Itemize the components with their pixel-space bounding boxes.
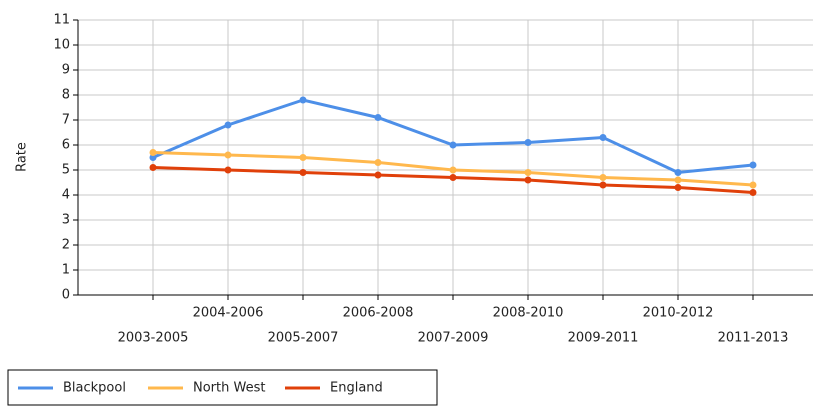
y-tick-label: 5 <box>62 163 70 178</box>
x-tick-label: 2008-2010 <box>493 306 564 321</box>
point <box>449 141 457 149</box>
point <box>299 154 307 161</box>
point <box>299 96 307 104</box>
legend-label: England <box>330 381 383 396</box>
point <box>599 174 607 181</box>
legend-label: Blackpool <box>63 381 126 396</box>
y-tick-label: 2 <box>62 238 70 253</box>
point <box>149 154 157 161</box>
y-tick-label: 1 <box>62 263 70 278</box>
x-tick-label: 2010-2012 <box>643 306 714 321</box>
point <box>374 114 382 121</box>
legend-label: North West <box>193 381 265 396</box>
point <box>674 184 682 191</box>
point <box>524 139 532 146</box>
x-tick-label: 2006-2008 <box>343 306 414 321</box>
point <box>674 169 682 176</box>
y-tick-label: 10 <box>53 38 70 53</box>
point <box>449 166 457 174</box>
x-tick-label: 2009-2011 <box>568 331 639 346</box>
point <box>524 176 532 184</box>
x-tick-label: 2004-2006 <box>193 306 264 321</box>
point <box>749 161 757 169</box>
point <box>524 169 532 176</box>
y-tick-label: 11 <box>53 13 70 28</box>
point <box>149 164 157 171</box>
y-tick-label: 7 <box>62 113 70 128</box>
x-tick-label: 2003-2005 <box>118 331 189 346</box>
point <box>749 189 757 196</box>
point <box>374 171 382 179</box>
y-tick-label: 6 <box>62 138 70 153</box>
point <box>449 174 457 181</box>
point <box>224 121 232 129</box>
point <box>749 181 757 189</box>
legend <box>7 369 438 406</box>
point <box>224 166 232 174</box>
point <box>224 151 232 159</box>
y-axis-label: Rate <box>15 142 30 172</box>
y-tick-label: 4 <box>62 188 70 203</box>
x-tick-label: 2007-2009 <box>418 331 489 346</box>
point <box>374 159 382 166</box>
x-tick-label: 2005-2007 <box>268 331 339 346</box>
point <box>599 134 607 141</box>
y-tick-label: 9 <box>62 63 70 78</box>
y-tick-label: 3 <box>62 213 70 228</box>
y-tick-label: 0 <box>62 288 70 303</box>
point <box>599 181 607 189</box>
y-tick-label: 8 <box>62 88 70 103</box>
point <box>674 176 682 184</box>
point <box>299 169 307 176</box>
x-tick-label: 2011-2013 <box>718 331 789 346</box>
point <box>149 149 157 156</box>
